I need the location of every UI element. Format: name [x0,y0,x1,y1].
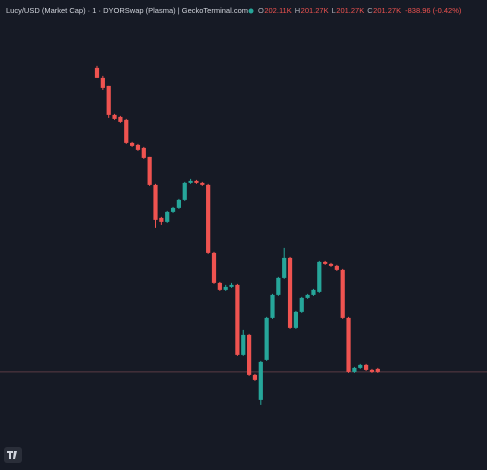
candle-body [235,284,240,355]
candle-body [369,369,375,372]
ohlc-key: C [367,6,373,15]
change-label: -838.96 (-0.42%) [405,6,462,15]
candle-body [159,217,164,222]
candle-body [270,294,275,318]
candle-body [287,257,293,328]
chart-title: Lucy/USD (Market Cap) · 1 · DYORSwap (Pl… [6,6,248,15]
candle-body [170,207,176,212]
candle-body [276,277,281,295]
candle-body [176,199,181,208]
candle-body [334,265,339,270]
candle-body [247,334,252,375]
candle-body [106,85,111,115]
candle-body [188,180,193,183]
ohlc-key: L [332,6,336,15]
candle-body [141,147,146,158]
candle-body [293,311,298,328]
ohlc-value: 201.27K [373,6,401,15]
candle-body [317,261,322,292]
candle-body [153,184,158,220]
ohlc-value: 201.27K [301,6,329,15]
candle-body [147,156,152,185]
candle-body [375,368,380,372]
candle-body [194,180,199,183]
candle-body [299,297,304,312]
candle-body [252,374,258,380]
candle-body [182,182,187,200]
candle-body [241,334,246,355]
candle-body [340,269,345,318]
candle-body [311,289,316,295]
candle-body [217,282,222,290]
candle-body [346,317,351,372]
candle-body [258,361,263,400]
candle-body [352,367,357,372]
candle-body [305,294,310,298]
candle-body [211,252,217,283]
candle-body [118,116,123,122]
ohlc-key: O [258,6,264,15]
candle-body [328,263,334,266]
candle-body [94,67,100,78]
candle-body [358,364,363,368]
candle-body [124,119,129,143]
ohlc-value: 201.27K [336,6,364,15]
status-dot [248,8,254,14]
candle-body [323,261,328,264]
candle-body [206,184,211,253]
candle-body [229,284,234,287]
ohlc-key: H [295,6,300,15]
candle-body [135,144,141,150]
candle-body [100,77,105,88]
candle-body [130,142,135,146]
ohlc-value: 202.11K [264,6,291,15]
candle-body [364,364,369,370]
candle-body [264,317,269,360]
tv-logo [4,447,22,463]
candle-body [165,211,170,222]
candle-body [282,257,287,278]
ohlc-legend: O 202.11K H 201.27K L 201.27K C 201.27K [258,6,401,15]
candle-body [200,182,205,185]
candle-body [112,114,117,119]
candle-body [223,286,228,290]
